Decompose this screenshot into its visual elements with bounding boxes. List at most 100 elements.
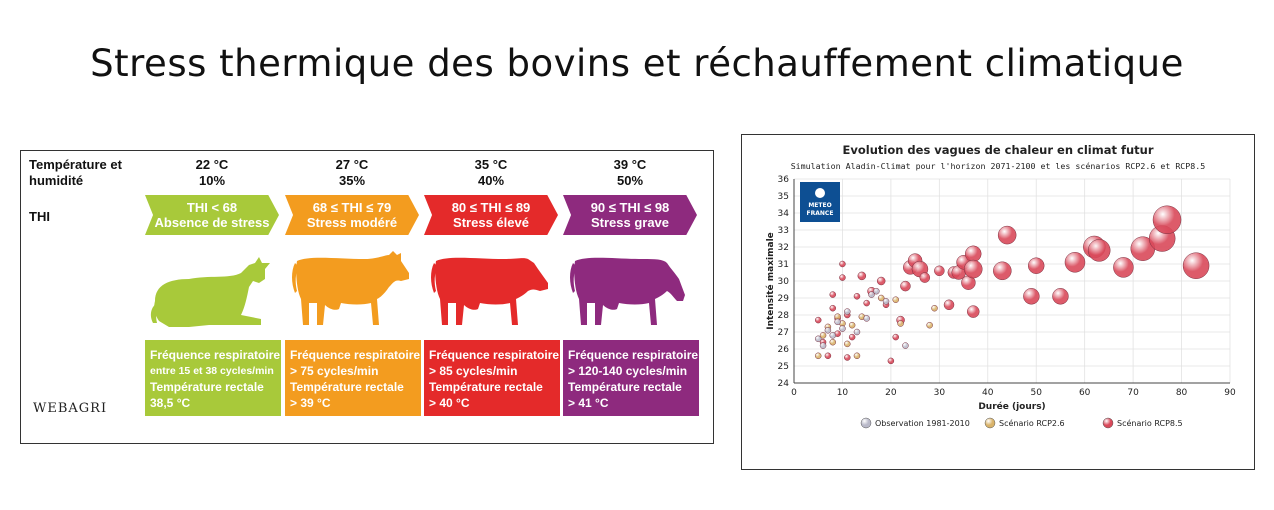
scatter-chart: Evolution des vagues de chaleur en clima… <box>765 143 1236 429</box>
data-point <box>882 298 890 305</box>
respiration-box: Fréquence respiratoire > 85 cycles/min T… <box>424 340 560 416</box>
data-point <box>1113 257 1134 278</box>
data-point <box>824 352 832 360</box>
cow-grazing-icon <box>570 257 685 325</box>
y-tick-label: 27 <box>778 328 789 338</box>
data-point <box>853 293 861 300</box>
data-point <box>863 315 870 322</box>
y-tick-label: 34 <box>778 209 790 219</box>
data-point <box>1182 252 1210 279</box>
data-point <box>926 321 933 329</box>
data-point <box>814 352 822 360</box>
condition-label: 35 °C 40% <box>474 157 508 188</box>
thi-label: THI <box>29 209 50 224</box>
x-tick-label: 10 <box>837 388 849 398</box>
data-point <box>1027 257 1045 274</box>
data-point <box>997 225 1017 245</box>
data-point <box>931 304 938 312</box>
data-point <box>848 321 856 329</box>
y-tick-label: 33 <box>778 226 789 236</box>
respiration-box: Fréquence respiratoire > 120-140 cycles/… <box>563 340 699 416</box>
y-tick-label: 26 <box>778 345 790 355</box>
data-point <box>1064 252 1086 273</box>
respiration-box: Fréquence respiratoire entre 15 et 38 cy… <box>145 340 281 416</box>
stress-column-none: 22 °C 10% THI < 68 Absence de stress Fréqu… <box>145 151 281 445</box>
data-point <box>1087 239 1111 262</box>
data-point <box>900 280 911 292</box>
data-point <box>919 272 931 283</box>
thi-arrow: 90 ≤ THI ≤ 98 Stress grave <box>563 195 697 235</box>
condition-label: 27 °C 35% <box>335 157 369 188</box>
data-point <box>834 318 841 326</box>
thi-arrow: 68 ≤ THI ≤ 79 Stress modéré <box>285 195 419 235</box>
page-title: Stress thermique des bovins et réchauffe… <box>90 42 1184 85</box>
legend-marker <box>860 417 872 429</box>
data-point <box>964 245 982 263</box>
data-point <box>934 265 945 277</box>
data-point <box>966 305 980 318</box>
logo-text: METEO <box>808 202 831 209</box>
data-point <box>868 291 875 298</box>
cow-standing-icon <box>431 257 548 325</box>
legend-label: Scénario RCP2.6 <box>999 418 1065 428</box>
data-point <box>844 340 851 348</box>
thi-arrow: THI < 68 Absence de stress <box>145 195 279 235</box>
data-point <box>829 291 837 298</box>
data-point <box>814 316 822 324</box>
data-point <box>1023 288 1040 305</box>
data-point <box>1052 288 1069 305</box>
y-tick-label: 30 <box>778 277 790 287</box>
data-point <box>892 296 899 303</box>
data-point <box>839 260 846 268</box>
data-point <box>829 304 837 312</box>
y-axis-label: Intensité maximale <box>765 232 776 330</box>
cow-lying-icon <box>150 257 270 327</box>
data-point <box>819 342 827 349</box>
data-point <box>1152 205 1182 235</box>
data-point <box>863 299 870 307</box>
data-point <box>876 276 886 286</box>
data-point <box>897 320 904 327</box>
data-point <box>892 333 899 341</box>
data-point <box>853 352 861 360</box>
legend-label: Scénario RCP8.5 <box>1117 418 1183 428</box>
data-point <box>963 259 983 279</box>
heatwave-chart: Evolution des vagues de chaleur en clima… <box>741 134 1255 470</box>
data-point <box>873 287 880 295</box>
x-axis-label: Durée (jours) <box>978 401 1045 412</box>
y-tick-label: 36 <box>778 175 790 185</box>
x-tick-label: 70 <box>1127 388 1139 398</box>
y-tick-label: 35 <box>778 192 789 202</box>
data-point <box>829 338 837 346</box>
x-tick-label: 20 <box>885 388 897 398</box>
stress-column-severe: 39 °C 50% 90 ≤ THI ≤ 98 Stress grave Fréqu… <box>563 151 699 445</box>
cow-standing-icon <box>292 251 409 325</box>
data-point <box>902 342 909 349</box>
data-point <box>829 332 837 339</box>
data-point <box>839 325 846 332</box>
condition-label: 22 °C 10% <box>195 157 229 188</box>
logo-text: FRANCE <box>807 210 834 217</box>
data-point <box>839 274 846 281</box>
data-point <box>819 332 827 339</box>
respiration-box: Fréquence respiratoire > 75 cycles/min T… <box>285 340 421 416</box>
legend-marker <box>984 417 996 429</box>
y-tick-label: 24 <box>778 379 790 389</box>
x-tick-label: 0 <box>791 388 797 398</box>
data-point <box>844 354 851 361</box>
data-point <box>993 261 1012 281</box>
y-tick-label: 32 <box>778 243 789 253</box>
x-tick-label: 90 <box>1224 388 1236 398</box>
legend-label: Observation 1981-2010 <box>875 419 970 428</box>
x-tick-label: 50 <box>1030 388 1042 398</box>
legend-marker <box>1102 417 1114 429</box>
y-tick-label: 29 <box>778 294 790 304</box>
data-point <box>848 333 856 341</box>
x-tick-label: 40 <box>982 388 994 398</box>
thi-arrow: 80 ≤ THI ≤ 89 Stress élevé <box>424 195 558 235</box>
temp-humidity-label: Température et humidité <box>29 157 122 188</box>
thi-infographic: Température et humidité THI 22 °C 10% THI… <box>20 150 714 444</box>
data-point <box>824 327 832 334</box>
x-tick-label: 60 <box>1079 388 1091 398</box>
data-point <box>943 299 955 311</box>
